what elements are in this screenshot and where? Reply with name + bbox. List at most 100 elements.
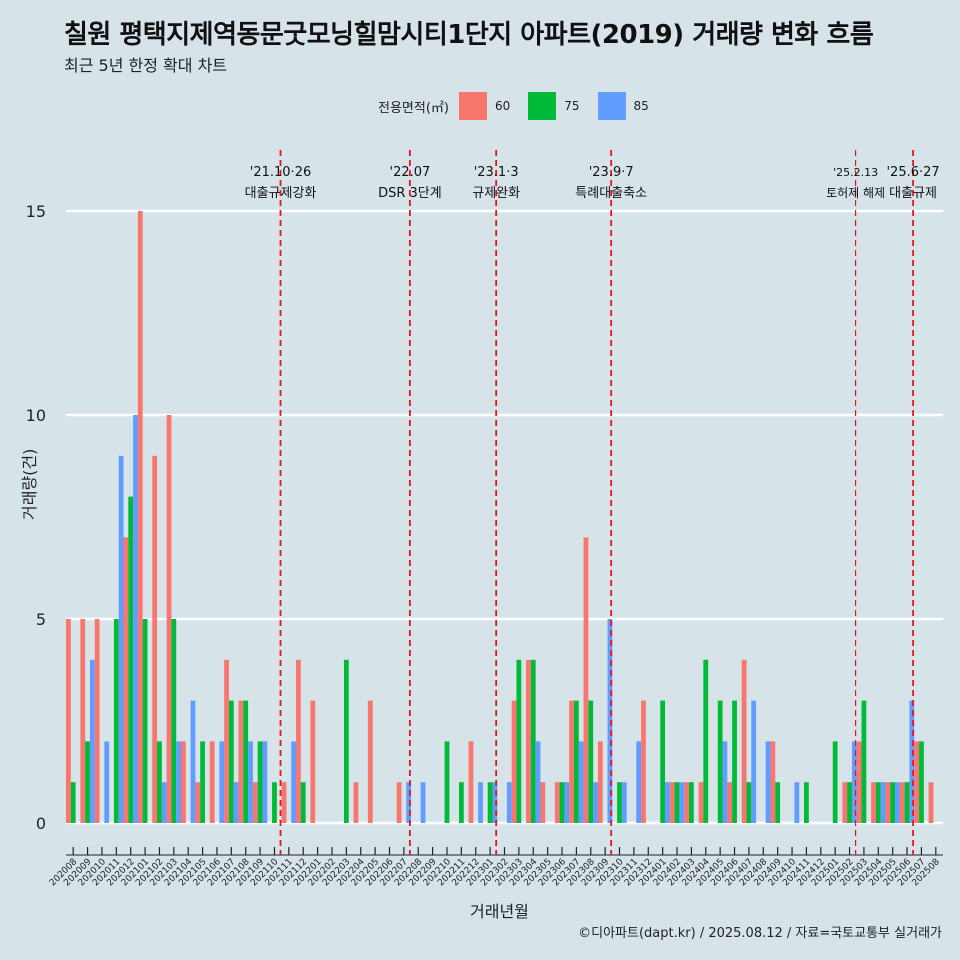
- bar-75-202405: [717, 700, 723, 823]
- chart-subtitle: 최근 5년 한정 확대 차트: [64, 56, 228, 75]
- bar-85-202103: [176, 741, 182, 823]
- bar-75-202101: [142, 619, 148, 823]
- event-date: '22.07: [390, 165, 431, 180]
- bar-60-202102: [152, 455, 158, 823]
- bar-75-202402: [674, 782, 680, 823]
- bar-85-202502: [851, 741, 857, 823]
- bar-75-202403: [689, 782, 694, 823]
- bar-85-202306: [564, 782, 570, 823]
- bar-60-202207: [396, 782, 402, 823]
- bar-60-202407: [741, 659, 747, 823]
- bar-60-202204: [353, 782, 359, 823]
- bar-85-202401: [665, 782, 670, 823]
- bar-75-202411: [804, 782, 809, 823]
- bar-60-202106: [209, 741, 215, 823]
- bar-75-202502: [847, 782, 852, 823]
- bar-75-202504: [875, 782, 881, 823]
- bar-85-202212: [478, 782, 483, 823]
- bar-75-202110: [272, 782, 277, 823]
- bar-60-202306: [554, 782, 560, 823]
- bar-60-202112: [296, 659, 301, 823]
- bar-75-202009: [85, 741, 90, 823]
- bar-75-202303: [516, 659, 522, 823]
- bar-60-202212: [468, 741, 474, 823]
- bar-85-202009: [89, 659, 95, 823]
- bar-85-202111: [291, 741, 297, 823]
- bar-85-202108: [248, 741, 253, 823]
- bar-85-202104: [190, 700, 196, 823]
- bar-85-202302: [506, 782, 512, 823]
- bar-85-202012: [133, 415, 138, 823]
- bar-60-202404: [698, 782, 704, 823]
- bar-60-202505: [885, 782, 891, 823]
- bar-60-202008: [66, 619, 71, 823]
- bar-75-202211: [458, 782, 464, 823]
- legend-label-85: 85: [633, 99, 649, 113]
- bar-85-202402: [679, 782, 685, 823]
- bar-75-202012: [128, 496, 134, 823]
- bar-60-202105: [195, 782, 201, 823]
- bar-85-202107: [233, 782, 239, 823]
- bar-60-202109: [252, 782, 258, 823]
- bar-60-202303: [511, 700, 517, 823]
- bar-85-202102: [161, 782, 167, 823]
- bar-60-202312: [641, 700, 646, 823]
- bar-60-202305: [540, 782, 546, 823]
- y-axis-label: 거래량(건): [20, 448, 39, 520]
- x-axis-label: 거래년월: [470, 902, 529, 921]
- bar-60-202012: [123, 537, 129, 823]
- legend-label-75: 75: [564, 99, 580, 113]
- bar-75-202506: [904, 782, 910, 823]
- bar-85-202311: [636, 741, 642, 823]
- bar-75-202310: [617, 782, 622, 823]
- bar-60-202406: [727, 782, 733, 823]
- bar-85-202207: [406, 782, 412, 823]
- chart-title: 칠원 평택지제역동문굿모닝힐맘시티1단지 아파트(2019) 거래량 변화 흐름: [64, 20, 874, 50]
- bar-75-202505: [890, 782, 896, 823]
- bar-75-202501: [832, 741, 838, 823]
- y-tick-label: 10: [26, 406, 46, 425]
- bar-85-202310: [621, 782, 627, 823]
- event-date: '23.9·7: [589, 165, 634, 180]
- bar-60-202504: [871, 782, 876, 823]
- event-date: '23.1·3: [474, 165, 519, 180]
- bar-60-202402: [669, 782, 675, 823]
- bar-75-202109: [257, 741, 263, 823]
- legend-key-60: [458, 92, 487, 120]
- bar-75-202301: [487, 782, 493, 823]
- bar-60-202101: [137, 211, 143, 823]
- legend-label-60: 60: [494, 99, 511, 113]
- event-label: 규제완화: [472, 186, 520, 201]
- bar-75-202108: [243, 700, 249, 823]
- event-label: 대출규제: [889, 186, 937, 201]
- source-caption: ©디아파트(dapt.kr) / 2025.08.12 / 자료=국토교통부 실…: [578, 926, 942, 941]
- y-tick-label: 15: [26, 202, 46, 221]
- bar-75-202307: [573, 700, 579, 823]
- bar-85-202504: [880, 782, 886, 823]
- bar-85-202308: [593, 782, 598, 823]
- event-label: DSR 3단계: [378, 186, 442, 201]
- bar-75-202210: [444, 741, 450, 823]
- bar-75-202406: [732, 700, 737, 823]
- bar-75-202011: [113, 619, 119, 823]
- bar-60-202409: [770, 741, 776, 823]
- bar-85-202407: [751, 700, 757, 823]
- event-label: 토허제 해제: [826, 186, 885, 200]
- legend-title: 전용면적(㎡): [378, 100, 449, 116]
- bar-60-202201: [310, 700, 316, 823]
- event-date: '25.6·27: [886, 165, 939, 180]
- bar-75-202304: [530, 659, 536, 823]
- event-date: '21.10·26: [250, 165, 311, 180]
- event-label: 특례대출축소: [575, 186, 647, 201]
- bar-75-202102: [157, 741, 162, 823]
- bar-75-202008: [70, 782, 76, 823]
- bar-60-202111: [281, 782, 287, 823]
- bar-85-202410: [794, 782, 800, 823]
- event-label: 대출규제강화: [245, 186, 317, 201]
- bar-85-202208: [420, 782, 426, 823]
- bar-85-202109: [262, 741, 268, 823]
- bar-85-202408: [765, 741, 771, 823]
- bar-75-202308: [588, 700, 594, 823]
- bar-85-202106: [219, 741, 225, 823]
- bar-60-202010: [94, 619, 100, 823]
